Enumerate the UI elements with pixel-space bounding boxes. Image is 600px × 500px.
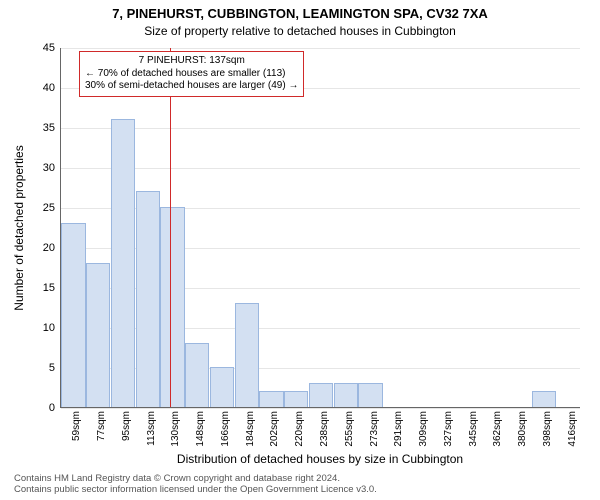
annotation-line: 7 PINEHURST: 137sqm: [85, 55, 298, 68]
histogram-bar: [136, 191, 160, 407]
histogram-bar: [235, 303, 259, 407]
histogram-bar: [334, 383, 358, 407]
histogram-bar: [111, 119, 135, 407]
x-tick-label: 416sqm: [567, 411, 578, 447]
gridline: [61, 408, 580, 409]
y-tick-label: 10: [43, 322, 55, 334]
y-tick-label: 35: [43, 122, 55, 134]
histogram-bar: [185, 343, 209, 407]
histogram-bar: [309, 383, 333, 407]
histogram-bar: [86, 263, 110, 407]
footer-line-2: Contains public sector information licen…: [14, 485, 377, 496]
y-tick-label: 45: [43, 42, 55, 54]
x-tick-label: 327sqm: [443, 411, 454, 447]
y-tick-label: 30: [43, 162, 55, 174]
x-tick-label: 59sqm: [71, 411, 82, 441]
x-tick-label: 255sqm: [344, 411, 355, 447]
x-tick-label: 184sqm: [245, 411, 256, 447]
histogram-bar: [160, 207, 184, 407]
x-tick-label: 362sqm: [492, 411, 503, 447]
y-axis-label: Number of detached properties: [12, 145, 26, 310]
histogram-bar: [532, 391, 556, 407]
x-tick-label: 380sqm: [517, 411, 528, 447]
chart-container: 7, PINEHURST, CUBBINGTON, LEAMINGTON SPA…: [0, 0, 600, 500]
x-tick-label: 166sqm: [220, 411, 231, 447]
y-tick-label: 20: [43, 242, 55, 254]
histogram-bar: [259, 391, 283, 407]
plot-area: 05101520253035404559sqm77sqm95sqm113sqm1…: [60, 48, 580, 408]
gridline: [61, 48, 580, 49]
footer-attribution: Contains HM Land Registry data © Crown c…: [14, 474, 377, 496]
y-tick-label: 40: [43, 82, 55, 94]
reference-line: [170, 48, 171, 407]
y-tick-label: 25: [43, 202, 55, 214]
x-tick-label: 291sqm: [393, 411, 404, 447]
y-tick-label: 5: [49, 362, 55, 374]
annotation-box: 7 PINEHURST: 137sqm← 70% of detached hou…: [79, 51, 304, 97]
x-tick-label: 398sqm: [542, 411, 553, 447]
x-tick-label: 130sqm: [170, 411, 181, 447]
x-axis-label: Distribution of detached houses by size …: [60, 452, 580, 466]
x-tick-label: 238sqm: [319, 411, 330, 447]
histogram-bar: [284, 391, 308, 407]
x-tick-label: 148sqm: [195, 411, 206, 447]
histogram-bar: [358, 383, 382, 407]
gridline: [61, 168, 580, 169]
x-tick-label: 345sqm: [468, 411, 479, 447]
x-tick-label: 77sqm: [96, 411, 107, 441]
chart-title-sub: Size of property relative to detached ho…: [0, 24, 600, 38]
x-tick-label: 95sqm: [121, 411, 132, 441]
histogram-bar: [210, 367, 234, 407]
x-tick-label: 220sqm: [294, 411, 305, 447]
annotation-line: ← 70% of detached houses are smaller (11…: [85, 68, 298, 81]
y-tick-label: 0: [49, 402, 55, 414]
x-tick-label: 113sqm: [146, 411, 157, 446]
annotation-line: 30% of semi-detached houses are larger (…: [85, 80, 298, 93]
x-tick-label: 273sqm: [369, 411, 380, 447]
x-tick-label: 309sqm: [418, 411, 429, 447]
gridline: [61, 128, 580, 129]
y-tick-label: 15: [43, 282, 55, 294]
chart-title-main: 7, PINEHURST, CUBBINGTON, LEAMINGTON SPA…: [0, 6, 600, 21]
x-tick-label: 202sqm: [269, 411, 280, 447]
histogram-bar: [61, 223, 85, 407]
